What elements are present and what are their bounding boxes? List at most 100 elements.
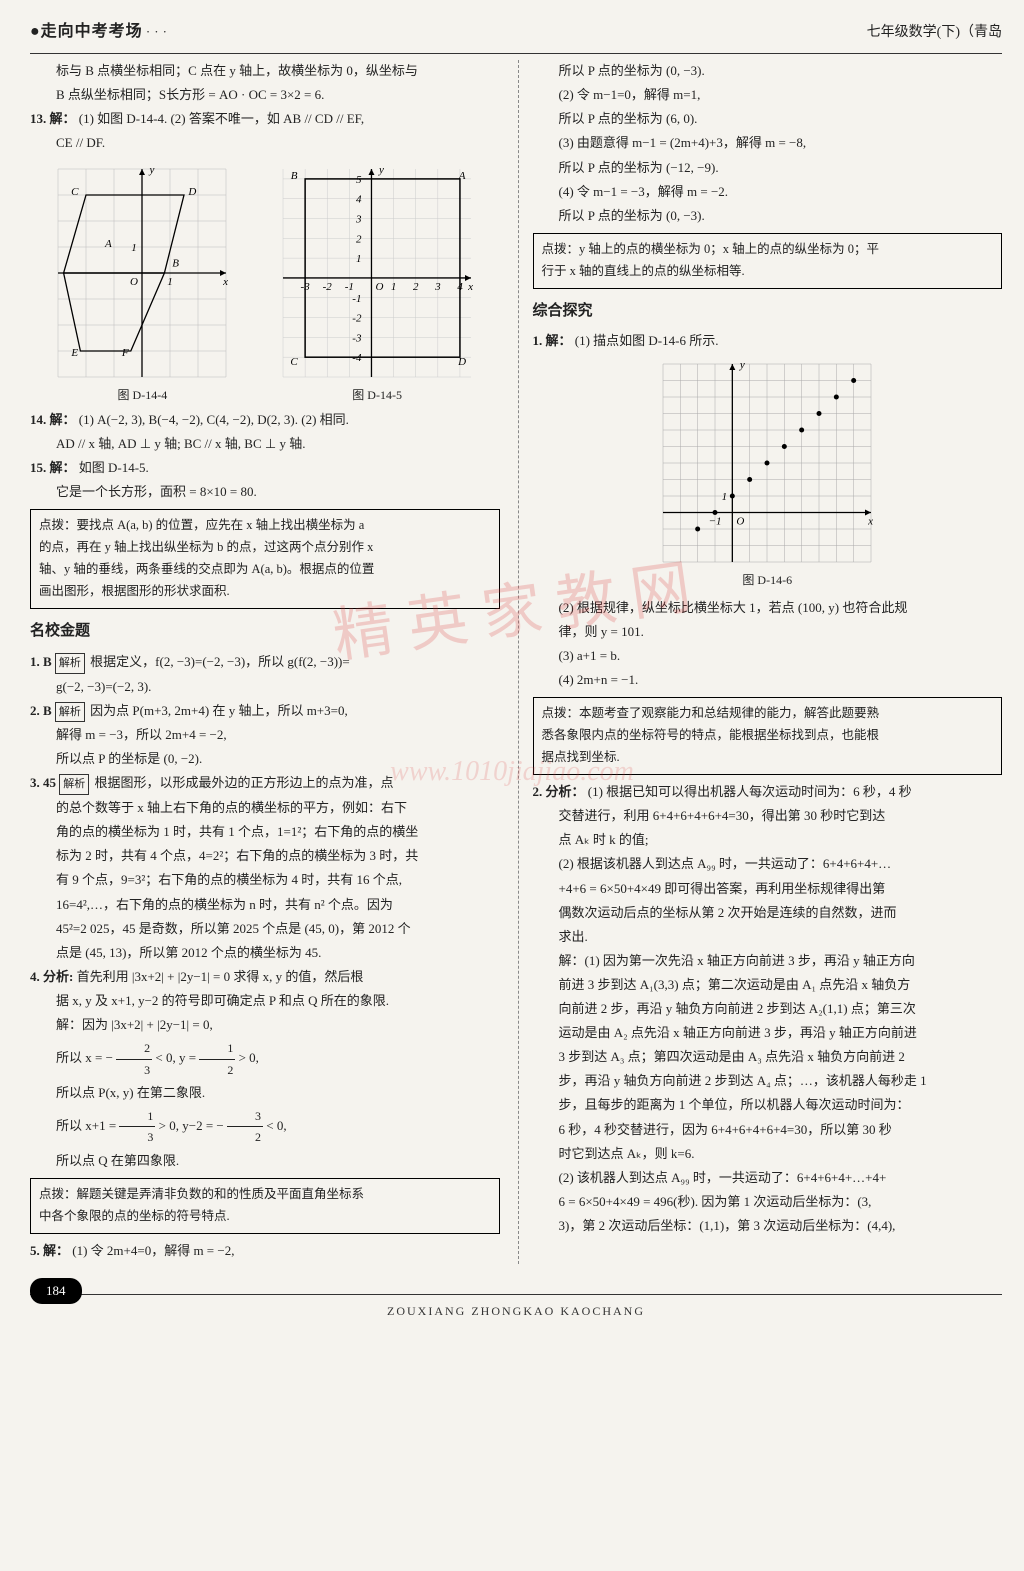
a5-l1: (1) 令 2m+4=0，解得 m = −2, xyxy=(72,1243,234,1258)
e2-s4: 运动是由 A₂ 点先沿 x 轴正方向前进 3 步，再沿 y 轴正方向前进 xyxy=(533,1022,1003,1044)
svg-text:F: F xyxy=(121,347,129,359)
e2-a4: (2) 根据该机器人到达点 A₉₉ 时，一共运动了：6+4+6+4+… xyxy=(533,853,1003,875)
e2-a3: 点 Aₖ 时 k 的值; xyxy=(533,829,1003,851)
q14-line2: AD // x 轴, AD ⊥ y 轴; BC // x 轴, BC ⊥ y 轴… xyxy=(30,433,500,455)
figure-d-14-5: OyxABCD-3-2-11234-4-3-2-112345 图 D-14-5 xyxy=(277,163,477,405)
a1-tag: 解析 xyxy=(55,653,85,674)
answer-3: 3. 45 解析 根据图形，以形成最外边的正方形边上的点为准，点 xyxy=(30,772,500,795)
svg-text:O: O xyxy=(737,516,745,528)
svg-text:A: A xyxy=(458,169,466,181)
q15-label: 15. 解： xyxy=(30,460,76,475)
tip3-l1: 点拨：y 轴上的点的横坐标为 0；x 轴上的点的纵坐标为 0；平 xyxy=(542,239,994,259)
a3-tag: 解析 xyxy=(59,774,89,795)
p12-line1: 标与 B 点横坐标相同；C 点在 y 轴上，故横坐标为 0，纵坐标与 xyxy=(30,60,500,82)
r4: (3) 由题意得 m−1 = (2m+4)+3，解得 m = −8, xyxy=(533,132,1003,154)
r3: 所以 P 点的坐标为 (6, 0). xyxy=(533,108,1003,130)
a4-f3d: 3 xyxy=(119,1127,155,1147)
figure-d-14-6-svg: Oyx−11 xyxy=(657,358,877,568)
a4-l3: 解：因为 |3x+2| + |2y−1| = 0, xyxy=(30,1014,500,1036)
a3-l1: 根据图形，以形成最外边的正方形边上的点为准，点 xyxy=(95,775,394,790)
a4-f3n: 1 xyxy=(119,1106,155,1127)
svg-text:y: y xyxy=(149,164,155,176)
explore-2: 2. 分析： (1) 根据已知可以得出机器人每次运动时间为：6 秒，4 秒 xyxy=(533,781,1003,803)
svg-text:-2: -2 xyxy=(323,281,333,293)
a4-f1d: 3 xyxy=(116,1060,152,1080)
e2-s5: 3 步到达 A₃ 点；第四次运动是由 A₃ 点先沿 x 轴负方向前进 2 xyxy=(533,1046,1003,1068)
a4-l5: 所以点 P(x, y) 在第二象限. xyxy=(30,1082,500,1104)
tipbox-4: 点拨：本题考查了观察能力和总结规律的能力，解答此题要熟 悉各象限内点的坐标符号的… xyxy=(533,697,1003,775)
svg-text:C: C xyxy=(291,356,299,368)
answer-4: 4. 分析: 首先利用 |3x+2| + |2y−1| = 0 求得 x, y … xyxy=(30,966,500,988)
a3-l7: 45²=2 025，45 是奇数，所以第 2025 个点是 (45, 0)，第 … xyxy=(30,918,500,940)
a1-l2: g(−2, −3)=(−2, 3). xyxy=(30,676,500,698)
svg-text:1: 1 xyxy=(722,491,728,503)
svg-text:O: O xyxy=(376,281,384,293)
a3-l6: 16=4²,…，右下角的点的横坐标为 n 时，共有 n² 个点。因为 xyxy=(30,894,500,916)
tip3-l2: 行于 x 轴的直线上的点的纵坐标相等. xyxy=(542,261,994,281)
r5: 所以 P 点的坐标为 (−12, −9). xyxy=(533,157,1003,179)
a1-l1: 根据定义，f(2, −3)=(−2, −3)，所以 g(f(2, −3))= xyxy=(90,654,350,669)
a4-l6a: 所以 x+1 = xyxy=(56,1118,119,1133)
a3-l8: 点是 (45, 13)，所以第 2012 个点的横坐标为 45. xyxy=(30,942,500,964)
q13-line1: (1) 如图 D-14-4. (2) 答案不唯一，如 AB // CD // E… xyxy=(79,111,364,126)
svg-text:-1: -1 xyxy=(345,281,354,293)
svg-text:2: 2 xyxy=(356,233,362,245)
svg-text:5: 5 xyxy=(356,173,362,185)
figure-d-14-6: Oyx−11 图 D-14-6 xyxy=(533,358,1003,590)
svg-text:3: 3 xyxy=(355,213,362,225)
a3-head: 3. 45 xyxy=(30,775,59,790)
e2-s12: 3)，第 2 次运动后坐标：(1,1)，第 3 次运动后坐标为：(4,4), xyxy=(533,1215,1003,1237)
a1-head: 1. B xyxy=(30,654,55,669)
svg-text:B: B xyxy=(291,169,298,181)
r7: 所以 P 点的坐标为 (0, −3). xyxy=(533,205,1003,227)
svg-text:D: D xyxy=(188,186,197,198)
figure-d-14-6-label: 图 D-14-6 xyxy=(533,570,1003,590)
a3-l5: 有 9 个点，9=3²；右下角的点的横坐标为 4 时，共有 16 个点, xyxy=(30,869,500,891)
a4-l7: 所以点 Q 在第四象限. xyxy=(30,1150,500,1172)
q14-label: 14. 解： xyxy=(30,412,76,427)
svg-text:-1: -1 xyxy=(352,292,361,304)
tip1-l2: 的点，再在 y 轴上找出纵坐标为 b 的点，过这两个点分别作 x xyxy=(39,537,491,557)
header-right: 七年级数学(下)（青岛 xyxy=(867,21,1002,45)
a4-f2d: 2 xyxy=(199,1060,235,1080)
a4-l6b: > 0, y−2 = − xyxy=(159,1118,224,1133)
a4-f1n: 2 xyxy=(116,1038,152,1059)
svg-text:-2: -2 xyxy=(352,312,362,324)
right-column: 所以 P 点的坐标为 (0, −3). (2) 令 m−1=0，解得 m=1, … xyxy=(518,60,1003,1264)
figure-d-14-4-label: 图 D-14-4 xyxy=(52,385,232,405)
a4-l1: 首先利用 |3x+2| + |2y−1| = 0 求得 x, y 的值，然后根 xyxy=(77,969,364,984)
footer-pinyin: ZOUXIANG ZHONGKAO KAOCHANG xyxy=(30,1301,1002,1321)
q15-line1: 如图 D-14-5. xyxy=(79,460,149,475)
e2-s3: 向前进 2 步，再沿 y 轴负方向前进 2 步到达 A₂(1,1) 点；第三次 xyxy=(533,998,1003,1020)
svg-text:-3: -3 xyxy=(301,281,311,293)
svg-text:3: 3 xyxy=(434,281,441,293)
a4-f4d: 2 xyxy=(227,1127,263,1147)
svg-text:-4: -4 xyxy=(352,352,362,364)
a4-head: 4. 分析: xyxy=(30,969,73,984)
header-left: ●走向中考考场 xyxy=(30,23,143,40)
e2-s10: (2) 该机器人到达点 A₉₉ 时，一共运动了：6+4+6+4+…+4+ xyxy=(533,1167,1003,1189)
section-zonghe: 综合探究 xyxy=(533,299,1003,325)
r2: (2) 令 m−1=0，解得 m=1, xyxy=(533,84,1003,106)
e2-a7: 求出. xyxy=(533,926,1003,948)
answer-2: 2. B 解析 因为点 P(m+3, 2m+4) 在 y 轴上，所以 m+3=0… xyxy=(30,700,500,723)
q15-line2: 它是一个长方形，面积 = 8×10 = 80. xyxy=(30,481,500,503)
tip4-l2: 悉各象限内点的坐标符号的特点，能根据坐标找到点，也能根 xyxy=(542,725,994,745)
a4-f4n: 3 xyxy=(227,1106,263,1127)
a3-l2: 的总个数等于 x 轴上右下角的点的横坐标的平方，例如：右下 xyxy=(30,797,500,819)
svg-text:A: A xyxy=(104,238,112,250)
page-footer: 184 ZOUXIANG ZHONGKAO KAOCHANG xyxy=(30,1264,1002,1321)
explore-1: 1. 解： (1) 描点如图 D-14-6 所示. xyxy=(533,330,1003,352)
svg-text:1: 1 xyxy=(168,276,174,288)
left-column: 标与 B 点横坐标相同；C 点在 y 轴上，故横坐标为 0，纵坐标与 B 点纵坐… xyxy=(30,60,500,1264)
a4-l4c: > 0, xyxy=(239,1050,259,1065)
svg-text:1: 1 xyxy=(356,253,362,265)
a4-l6: 所以 x+1 = 13 > 0, y−2 = − 32 < 0, xyxy=(30,1106,500,1148)
a5-head: 5. 解： xyxy=(30,1243,69,1258)
e2-a5: +4+6 = 6×50+4×49 即可得出答案，再利用坐标规律得出第 xyxy=(533,878,1003,900)
figures-row: OyxCDABEF11 图 D-14-4 OyxABCD-3-2-11234-4… xyxy=(30,163,500,405)
svg-text:4: 4 xyxy=(356,193,362,205)
section-mingxiao: 名校金题 xyxy=(30,619,500,645)
e2-s1: 解：(1) 因为第一次先沿 x 轴正方向前进 3 步，再沿 y 轴正方向 xyxy=(533,950,1003,972)
tipbox-3: 点拨：y 轴上的点的横坐标为 0；x 轴上的点的纵坐标为 0；平 行于 x 轴的… xyxy=(533,233,1003,289)
